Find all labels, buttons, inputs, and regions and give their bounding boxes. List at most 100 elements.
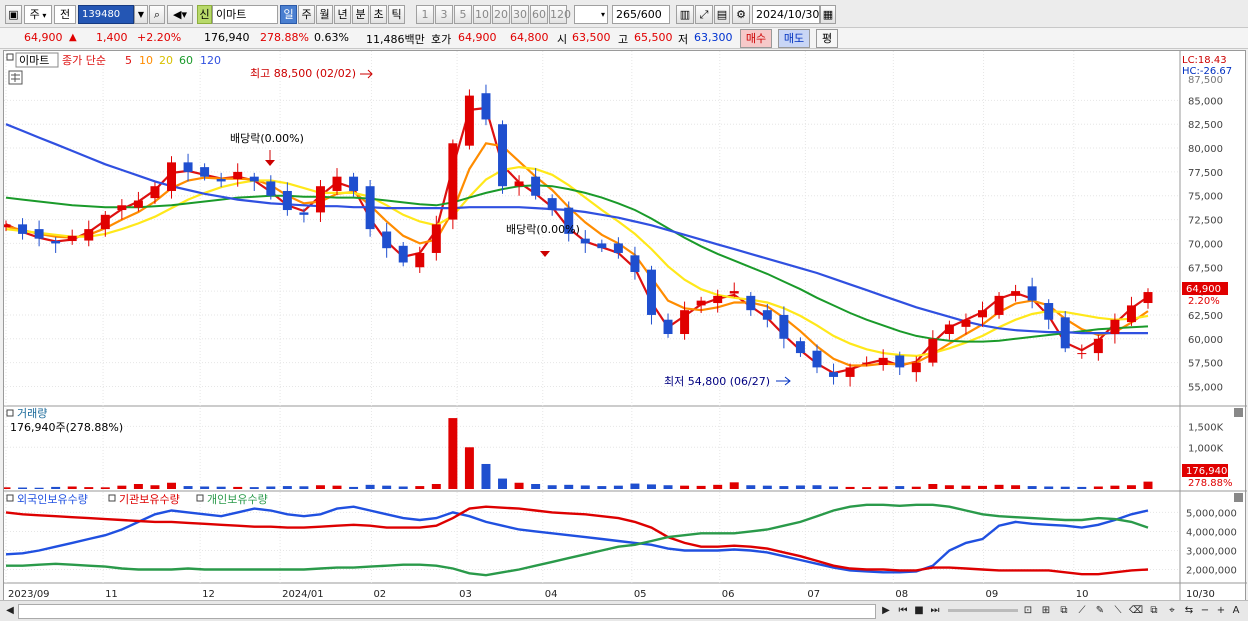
interval-tab-2[interactable]: 5: [454, 5, 472, 24]
interval-tab-3[interactable]: 10: [473, 5, 491, 24]
low-label: 저: [678, 33, 689, 46]
period-tab-5[interactable]: 초: [370, 5, 387, 24]
period-tab-1[interactable]: 주: [298, 5, 315, 24]
interval-tab-5[interactable]: 30: [511, 5, 529, 24]
scroll-right-icon[interactable]: ▶: [882, 605, 890, 616]
zoom-in-icon[interactable]: +: [1216, 605, 1226, 616]
save-icon[interactable]: ▤: [714, 5, 730, 24]
x-tick-label: 05: [634, 589, 647, 600]
high-label: 고: [618, 33, 629, 46]
indicator-icon[interactable]: ⤢: [695, 5, 713, 24]
volume-bar: [117, 485, 127, 489]
stock-name-field[interactable]: 이마트: [212, 5, 278, 24]
forward-icon[interactable]: ⏭: [930, 605, 940, 616]
trendline-icon[interactable]: ⟋: [1078, 605, 1086, 616]
annotation-dividend-1: 배당락(0.00%): [230, 132, 304, 145]
speed-slider[interactable]: [948, 609, 1018, 612]
x-tick-label: 2024/01: [282, 589, 324, 600]
volume-tick-label: 1,500K: [1188, 422, 1224, 433]
volume-menu-icon[interactable]: [6, 409, 14, 417]
period-tab-0[interactable]: 일: [280, 5, 297, 24]
volume-bar: [200, 486, 210, 489]
volume-bar: [597, 486, 607, 489]
price-tick-label: 77,500: [1188, 168, 1223, 179]
stock-tag: 이마트: [19, 54, 49, 67]
volume-bar: [994, 484, 1004, 489]
custom-interval-input[interactable]: ▾: [574, 5, 608, 24]
text-tool-icon[interactable]: ⟍: [1114, 605, 1122, 616]
candle-body: [233, 171, 243, 180]
volume-bar: [150, 485, 160, 489]
magnet-icon[interactable]: ⌖: [1169, 605, 1175, 616]
split-icon[interactable]: ⊞: [1041, 605, 1051, 616]
interval-tab-4[interactable]: 20: [492, 5, 510, 24]
gear-icon[interactable]: ⚙: [732, 5, 750, 24]
font-size-icon[interactable]: A: [1232, 605, 1240, 616]
holding-legend-sep-icon: [108, 494, 116, 502]
scroll-left-icon[interactable]: ◀: [6, 605, 14, 616]
x-tick-label: 03: [459, 589, 472, 600]
panel-menu-icon[interactable]: [6, 53, 14, 61]
candle-body: [1093, 338, 1103, 354]
prev-select[interactable]: 전: [54, 5, 76, 24]
interval-tab-6[interactable]: 60: [530, 5, 548, 24]
holding-menu-icon[interactable]: [6, 494, 14, 502]
scrollbar-track[interactable]: [18, 604, 876, 619]
copy-icon[interactable]: ⧉: [1150, 605, 1158, 616]
speaker-icon[interactable]: ◀▾: [167, 5, 193, 24]
candle-body: [18, 224, 28, 234]
draw-icon[interactable]: ✎: [1095, 605, 1105, 616]
candle-icon[interactable]: ▥: [676, 5, 694, 24]
interval-tab-7[interactable]: 120: [549, 5, 571, 24]
pan-icon[interactable]: ⇆: [1184, 605, 1194, 616]
volume-close-icon[interactable]: [1234, 408, 1243, 417]
period-tab-3[interactable]: 년: [334, 5, 351, 24]
interval-tab-0[interactable]: 1: [416, 5, 434, 24]
volume-bar: [944, 485, 954, 489]
period-tab-2[interactable]: 월: [316, 5, 333, 24]
high-arrow-icon: [360, 69, 373, 79]
sell-button[interactable]: 매도: [778, 29, 810, 48]
holding-legend-individual: 개인보유수량: [207, 493, 268, 506]
rewind-icon[interactable]: ⏮: [898, 605, 908, 616]
bid-price: 64,800: [510, 31, 549, 44]
volume-bar: [1126, 485, 1136, 489]
calendar-icon[interactable]: ▦: [820, 5, 836, 24]
volume-bar: [862, 487, 872, 489]
chart-canvas[interactable]: 55,00057,50060,00062,50065,00067,50070,0…: [4, 51, 1247, 607]
chart-area[interactable]: 55,00057,50060,00062,50065,00067,50070,0…: [3, 50, 1247, 607]
candle-body: [200, 167, 210, 177]
buy-button[interactable]: 매수: [740, 29, 772, 48]
period-tab-4[interactable]: 분: [352, 5, 369, 24]
date-field[interactable]: 2024/10/30: [752, 5, 820, 24]
volume-bar: [613, 485, 623, 489]
code-dropdown-icon[interactable]: ▼: [134, 5, 148, 24]
current-price: 64,900: [24, 31, 63, 44]
price-tick-label: 57,500: [1188, 359, 1223, 370]
holding-close-icon[interactable]: [1234, 493, 1243, 502]
legend-close-label: 종가 단순: [62, 54, 106, 67]
erase-icon[interactable]: ⌫: [1128, 605, 1144, 616]
volume-bar: [448, 418, 458, 489]
period-select[interactable]: 주 ▾: [24, 5, 52, 24]
search-icon[interactable]: ⌕: [149, 5, 165, 24]
crosshair-icon[interactable]: ⊡: [1023, 605, 1033, 616]
chart-type-icon[interactable]: ▣: [5, 5, 22, 24]
candle-body: [183, 162, 193, 172]
zoom-out-icon[interactable]: −: [1200, 605, 1210, 616]
eval-button[interactable]: 평: [816, 29, 838, 48]
candle-body: [845, 367, 855, 377]
data-count-field[interactable]: 265/600: [612, 5, 670, 24]
stock-code-input[interactable]: 139480: [78, 5, 134, 24]
lc-label: LC:18.43: [1182, 55, 1227, 66]
overlay-icon[interactable]: ⧉: [1060, 605, 1068, 616]
dividend-marker-2: [540, 251, 550, 257]
stop-icon[interactable]: ■: [914, 605, 924, 616]
x-tick-label: 11: [105, 589, 118, 600]
holding-legend-foreign: 외국인보유수량: [17, 493, 88, 506]
price-tick-label: 60,000: [1188, 335, 1223, 346]
period-tab-6[interactable]: 틱: [388, 5, 405, 24]
candle-body: [1143, 292, 1153, 304]
interval-tab-1[interactable]: 3: [435, 5, 453, 24]
